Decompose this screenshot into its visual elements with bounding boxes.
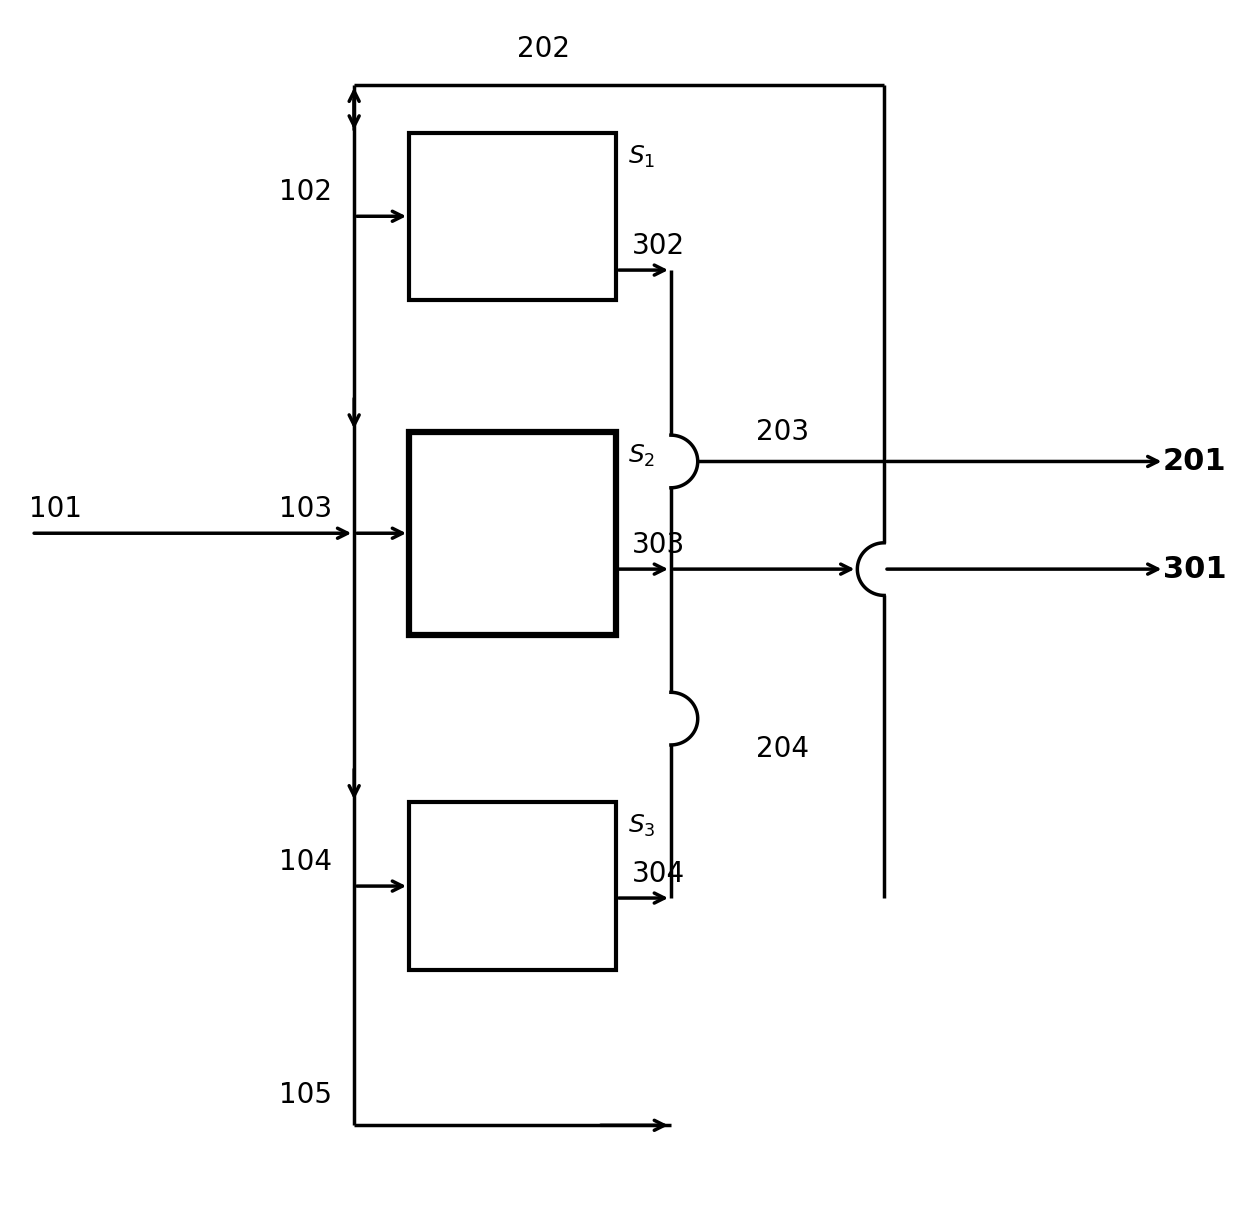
Text: 102: 102: [279, 178, 332, 207]
Text: 104: 104: [279, 848, 332, 876]
Text: 103: 103: [279, 495, 332, 523]
Text: $S_1$: $S_1$: [629, 143, 656, 169]
Text: 101: 101: [30, 495, 82, 523]
Text: 303: 303: [632, 531, 686, 559]
Text: 201: 201: [1163, 446, 1226, 476]
Text: $S_2$: $S_2$: [629, 443, 656, 468]
Bar: [409, 802, 616, 969]
Text: 203: 203: [756, 417, 810, 445]
Bar: [409, 133, 616, 300]
Text: 302: 302: [632, 232, 686, 260]
Text: $S_3$: $S_3$: [629, 813, 656, 840]
Text: 202: 202: [517, 35, 569, 63]
Text: 301: 301: [1163, 554, 1226, 583]
Text: 204: 204: [756, 734, 810, 762]
Text: 304: 304: [632, 860, 686, 888]
Text: 105: 105: [279, 1082, 332, 1110]
Bar: [409, 432, 616, 635]
